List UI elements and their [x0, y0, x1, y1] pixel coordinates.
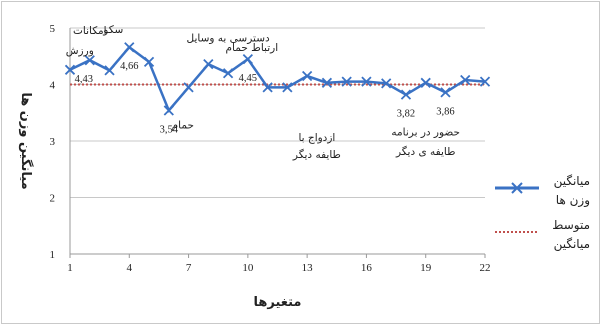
data-point-marker [124, 42, 135, 53]
data-label: 3,86 [436, 106, 454, 117]
data-point-marker [84, 55, 95, 66]
legend-label-line: متوسط [552, 218, 590, 233]
annotation-label: ورزش [66, 45, 94, 57]
annotation-label: حمام [172, 119, 194, 131]
data-point-marker [222, 68, 234, 79]
x-tick-label: 19 [420, 262, 432, 274]
data-point-marker [242, 53, 253, 65]
data-point-marker [440, 87, 451, 98]
series-line-mean-weights [69, 45, 486, 113]
data-point-marker [163, 105, 174, 116]
y-tick-label: 4 [50, 80, 56, 92]
y-axis-title: میانگین وزن ها [18, 92, 34, 189]
data-label: 4,45 [239, 73, 257, 84]
annotation-label: دسترسی به وسایل [187, 33, 270, 45]
data-point-marker [460, 74, 471, 86]
y-tick-label: 1 [50, 249, 56, 261]
x-tick-label: 1 [67, 262, 73, 274]
data-point-marker [321, 77, 333, 88]
x-tick-label: 16 [361, 262, 373, 274]
y-tick-label: 3 [50, 136, 56, 148]
data-point-marker [302, 70, 313, 82]
data-label: 4,66 [120, 61, 138, 72]
annotation-label: امکانات [73, 25, 107, 37]
data-label: 3,82 [397, 109, 415, 120]
data-point-marker [64, 64, 76, 75]
annotation-label: حضور در برنامه [391, 126, 460, 138]
x-tick-label: 13 [302, 262, 314, 274]
legend-label-line: وزن ها [556, 193, 590, 208]
legend-label-line: میانگین [554, 174, 590, 189]
data-point-marker [479, 76, 491, 87]
data-point-marker [400, 89, 412, 100]
y-tick-label: 5 [50, 23, 56, 35]
data-point-marker [104, 65, 115, 76]
y-tick-label: 2 [50, 193, 56, 205]
data-point-marker [143, 56, 155, 68]
annotation-label: طایفه ی دیگر [395, 145, 456, 158]
x-tick-label: 22 [480, 262, 491, 274]
data-point-marker [262, 82, 273, 93]
legend-label-line: میانگین [554, 237, 590, 252]
annotation-label: ازدواج با [298, 132, 335, 144]
data-point-marker [341, 76, 352, 87]
annotation-label: طایفه دیگر [292, 148, 341, 161]
data-point-marker [381, 78, 392, 89]
legend-marker-x [511, 182, 523, 194]
data-point-marker [361, 76, 372, 87]
data-point-marker [183, 82, 194, 93]
data-point-marker [420, 77, 431, 88]
x-tick-label: 4 [127, 262, 133, 274]
data-label: 4,43 [75, 74, 93, 85]
data-label: 3,54 [160, 124, 179, 135]
x-axis-title: متغیرها [254, 295, 302, 310]
x-tick-label: 7 [186, 262, 192, 274]
annotation-label: سکو [102, 24, 123, 36]
data-point-marker [203, 59, 214, 70]
x-tick-label: 10 [242, 262, 254, 274]
annotation-label: ارتباط حمام [226, 42, 279, 54]
data-point-marker [282, 82, 293, 93]
